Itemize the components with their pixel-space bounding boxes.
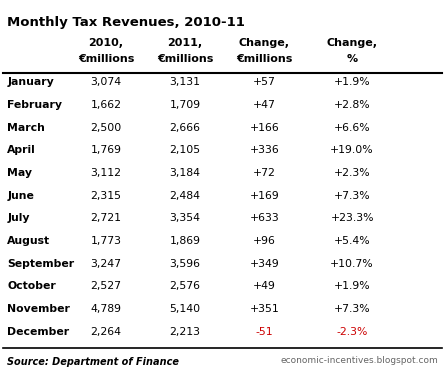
- Text: +2.8%: +2.8%: [334, 100, 370, 110]
- Text: 1,773: 1,773: [90, 236, 121, 246]
- Text: +349: +349: [249, 259, 279, 269]
- Text: 3,112: 3,112: [90, 168, 121, 178]
- Text: 5,140: 5,140: [170, 304, 201, 314]
- Text: 1,769: 1,769: [90, 145, 121, 155]
- Text: €millions: €millions: [157, 54, 213, 64]
- Text: -2.3%: -2.3%: [336, 327, 368, 337]
- Text: January: January: [7, 77, 54, 87]
- Text: 3,131: 3,131: [170, 77, 201, 87]
- Text: -51: -51: [255, 327, 273, 337]
- Text: +166: +166: [249, 123, 279, 133]
- Text: September: September: [7, 259, 74, 269]
- Text: 2,500: 2,500: [90, 123, 121, 133]
- Text: +351: +351: [249, 304, 279, 314]
- Text: +47: +47: [253, 100, 276, 110]
- Text: +57: +57: [253, 77, 276, 87]
- Text: 1,709: 1,709: [170, 100, 201, 110]
- Text: +6.6%: +6.6%: [334, 123, 370, 133]
- Text: 3,074: 3,074: [90, 77, 121, 87]
- Text: April: April: [7, 145, 36, 155]
- Text: December: December: [7, 327, 69, 337]
- Text: Source: Department of Finance: Source: Department of Finance: [7, 357, 179, 367]
- Text: +23.3%: +23.3%: [330, 214, 374, 223]
- Text: 2,315: 2,315: [90, 191, 121, 201]
- Text: February: February: [7, 100, 62, 110]
- Text: 1,662: 1,662: [90, 100, 121, 110]
- Text: +96: +96: [253, 236, 276, 246]
- Text: +5.4%: +5.4%: [334, 236, 370, 246]
- Text: 2010,: 2010,: [89, 38, 124, 48]
- Text: 2011,: 2011,: [168, 38, 203, 48]
- Text: €millions: €millions: [78, 54, 134, 64]
- Text: +7.3%: +7.3%: [334, 304, 370, 314]
- Text: 3,184: 3,184: [170, 168, 201, 178]
- Text: 2,213: 2,213: [170, 327, 201, 337]
- Text: %: %: [347, 54, 358, 64]
- Text: 3,247: 3,247: [90, 259, 121, 269]
- Text: October: October: [7, 281, 56, 291]
- Text: €millions: €millions: [236, 54, 292, 64]
- Text: March: March: [7, 123, 45, 133]
- Text: 2,666: 2,666: [170, 123, 201, 133]
- Text: 3,596: 3,596: [170, 259, 201, 269]
- Text: +169: +169: [249, 191, 279, 201]
- Text: 2,527: 2,527: [90, 281, 121, 291]
- Text: +7.3%: +7.3%: [334, 191, 370, 201]
- Text: 2,484: 2,484: [170, 191, 201, 201]
- Text: August: August: [7, 236, 50, 246]
- Text: November: November: [7, 304, 70, 314]
- Text: +1.9%: +1.9%: [334, 281, 370, 291]
- Text: +10.7%: +10.7%: [330, 259, 374, 269]
- Text: +336: +336: [249, 145, 279, 155]
- Text: +19.0%: +19.0%: [330, 145, 374, 155]
- Text: 2,105: 2,105: [170, 145, 201, 155]
- Text: Change,: Change,: [327, 38, 378, 48]
- Text: 1,869: 1,869: [170, 236, 201, 246]
- Text: +1.9%: +1.9%: [334, 77, 370, 87]
- Text: Change,: Change,: [239, 38, 290, 48]
- Text: 2,576: 2,576: [170, 281, 201, 291]
- Text: 2,721: 2,721: [90, 214, 121, 223]
- Text: +49: +49: [253, 281, 276, 291]
- Text: +633: +633: [249, 214, 279, 223]
- Text: +72: +72: [253, 168, 276, 178]
- Text: 3,354: 3,354: [170, 214, 201, 223]
- Text: May: May: [7, 168, 32, 178]
- Text: 4,789: 4,789: [90, 304, 121, 314]
- Text: July: July: [7, 214, 30, 223]
- Text: economic-incentives.blogspot.com: economic-incentives.blogspot.com: [280, 356, 438, 365]
- Text: +2.3%: +2.3%: [334, 168, 370, 178]
- Text: Monthly Tax Revenues, 2010-11: Monthly Tax Revenues, 2010-11: [7, 16, 245, 29]
- Text: June: June: [7, 191, 34, 201]
- Text: 2,264: 2,264: [90, 327, 121, 337]
